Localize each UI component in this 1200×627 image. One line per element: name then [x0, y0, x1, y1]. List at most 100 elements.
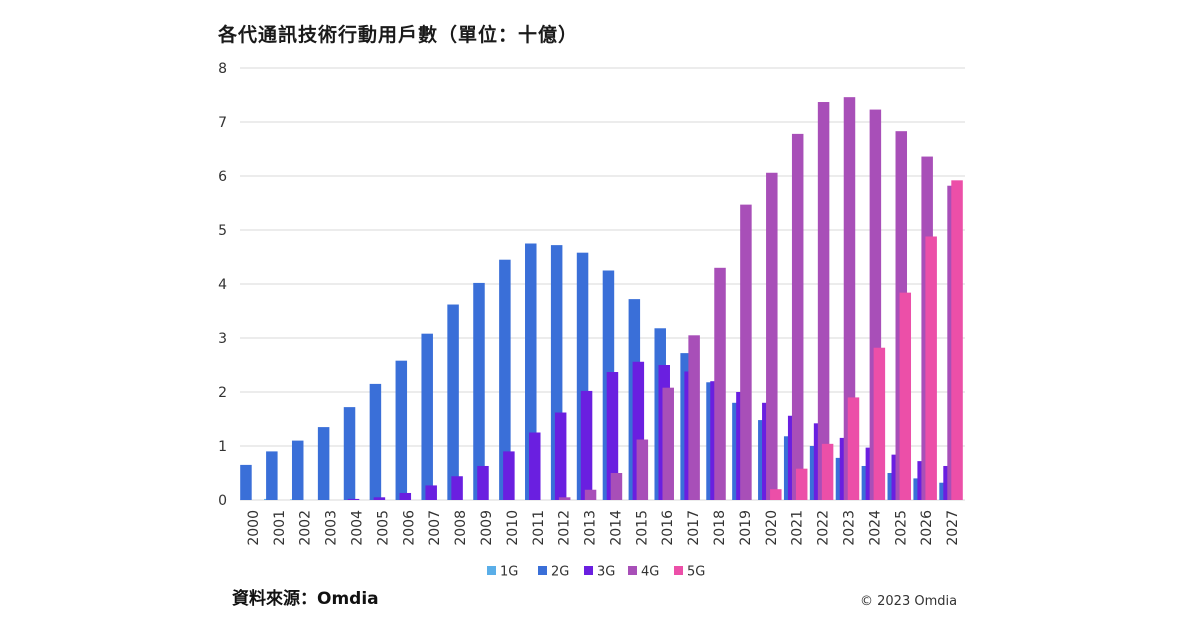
- bar-4G-2023: [843, 97, 856, 500]
- bar-2G-2008: [447, 304, 459, 500]
- bar-5G-2020: [770, 489, 782, 500]
- bar-2G-2010: [499, 259, 511, 500]
- bar-3G-2011: [529, 432, 541, 500]
- bar-5G-2022: [821, 443, 834, 500]
- bar-5G-2025: [899, 292, 912, 500]
- x-tick-label: 2002: [298, 510, 314, 546]
- legend-label-1G: 1G: [500, 565, 518, 580]
- x-tick-label: 2016: [660, 510, 676, 546]
- bar-3G-2012: [554, 412, 567, 500]
- bar-4G-2014: [610, 473, 623, 500]
- legend-swatch-5G: [674, 566, 683, 575]
- bar-2G-2004: [343, 407, 356, 500]
- x-tick-label: 2021: [790, 510, 806, 546]
- y-tick-label: 5: [218, 223, 227, 239]
- legend-label-5G: 5G: [687, 565, 705, 580]
- bar-2G-2003: [317, 427, 330, 500]
- bar-4G-2019: [740, 204, 752, 500]
- bar-5G-2023: [847, 397, 860, 500]
- y-axis-ticks: 0 1 2 3 4 5 6 7 8: [218, 61, 227, 509]
- bar-2G-2001: [266, 451, 278, 500]
- y-tick-label: 4: [218, 277, 227, 293]
- bar-2G-2007: [421, 333, 433, 500]
- bar-5G-2027: [951, 180, 963, 500]
- x-tick-label: 2003: [324, 510, 340, 546]
- y-tick-label: 2: [218, 385, 227, 401]
- x-tick-label: 2006: [401, 510, 417, 546]
- bar-3G-2013: [580, 390, 593, 500]
- x-axis-ticks: 2000 2001 2002 2003 2004 2005 2006 2007 2008 2009…: [246, 510, 961, 546]
- x-tick-label: 2001: [272, 510, 288, 546]
- bar-4G-2012: [558, 497, 571, 500]
- y-tick-label: 0: [218, 493, 227, 509]
- bars: [240, 97, 963, 501]
- legend-swatch-3G: [584, 566, 593, 575]
- x-tick-label: 2027: [945, 510, 961, 546]
- bar-2G-2012: [550, 245, 563, 500]
- bar-2G-2006: [395, 360, 408, 500]
- x-tick-label: 2009: [479, 510, 495, 546]
- x-tick-label: 2008: [453, 510, 469, 546]
- y-tick-label: 8: [218, 61, 227, 77]
- bar-3G-2014: [606, 372, 619, 500]
- bar-2G-2013: [576, 252, 589, 500]
- source-label: 資料來源：Omdia: [232, 589, 379, 609]
- y-tick-label: 7: [218, 115, 227, 131]
- x-tick-label: 2014: [608, 510, 624, 546]
- bar-3G-2004: [347, 498, 360, 500]
- bar-2G-2002: [291, 440, 304, 500]
- bar-4G-2024: [869, 109, 882, 500]
- bar-3G-2006: [399, 492, 412, 500]
- legend-label-3G: 3G: [597, 565, 615, 580]
- chart-title: 各代通訊技術行動用戶數（單位：十億）: [218, 24, 579, 46]
- x-tick-label: 2000: [246, 510, 262, 546]
- bar-4G-2021: [791, 133, 804, 500]
- bar-2G-2011: [525, 243, 537, 500]
- bar-3G-2009: [477, 465, 489, 500]
- x-tick-label: 2007: [427, 510, 443, 546]
- legend-label-2G: 2G: [551, 565, 569, 580]
- bar-4G-2013: [584, 489, 597, 500]
- y-tick-label: 6: [218, 169, 227, 185]
- x-tick-label: 2005: [375, 510, 391, 546]
- bar-4G-2017: [688, 335, 700, 500]
- x-tick-label: 2020: [764, 510, 780, 546]
- x-tick-label: 2019: [738, 510, 754, 546]
- bar-2G-2009: [473, 282, 485, 500]
- bar-5G-2024: [873, 347, 886, 500]
- x-tick-label: 2026: [919, 510, 935, 546]
- bar-5G-2026: [925, 236, 937, 501]
- legend: 1G 2G 3G 4G 5G: [487, 565, 705, 580]
- bar-3G-2015: [632, 361, 645, 500]
- x-tick-label: 2022: [816, 510, 832, 546]
- copyright-label: © 2023 Omdia: [860, 594, 958, 609]
- bar-4G-2022: [817, 102, 830, 501]
- bar-4G-2015: [636, 439, 649, 500]
- x-tick-label: 2024: [867, 510, 883, 546]
- x-tick-label: 2010: [505, 510, 521, 546]
- x-tick-label: 2017: [686, 510, 702, 546]
- x-tick-label: 2025: [893, 510, 909, 546]
- bar-3G-2008: [451, 476, 463, 500]
- bar-2G-2000: [240, 464, 252, 500]
- legend-swatch-2G: [538, 566, 547, 575]
- bar-4G-2020: [766, 172, 778, 500]
- x-tick-label: 2023: [841, 510, 857, 546]
- legend-swatch-1G: [487, 566, 496, 575]
- bar-3G-2010: [503, 451, 515, 500]
- x-tick-label: 2013: [583, 510, 599, 546]
- x-tick-label: 2012: [557, 510, 573, 546]
- y-tick-label: 3: [218, 331, 227, 347]
- x-tick-label: 2015: [634, 510, 650, 546]
- bar-3G-2007: [425, 485, 437, 500]
- y-tick-label: 1: [218, 439, 227, 455]
- x-tick-label: 2018: [712, 510, 728, 546]
- legend-swatch-4G: [628, 566, 637, 575]
- bar-4G-2016: [662, 387, 674, 500]
- bar-5G-2021: [795, 468, 808, 500]
- x-tick-label: 2004: [350, 510, 366, 546]
- legend-label-4G: 4G: [641, 565, 659, 580]
- bar-4G-2018: [714, 267, 726, 500]
- bar-3G-2005: [373, 497, 386, 500]
